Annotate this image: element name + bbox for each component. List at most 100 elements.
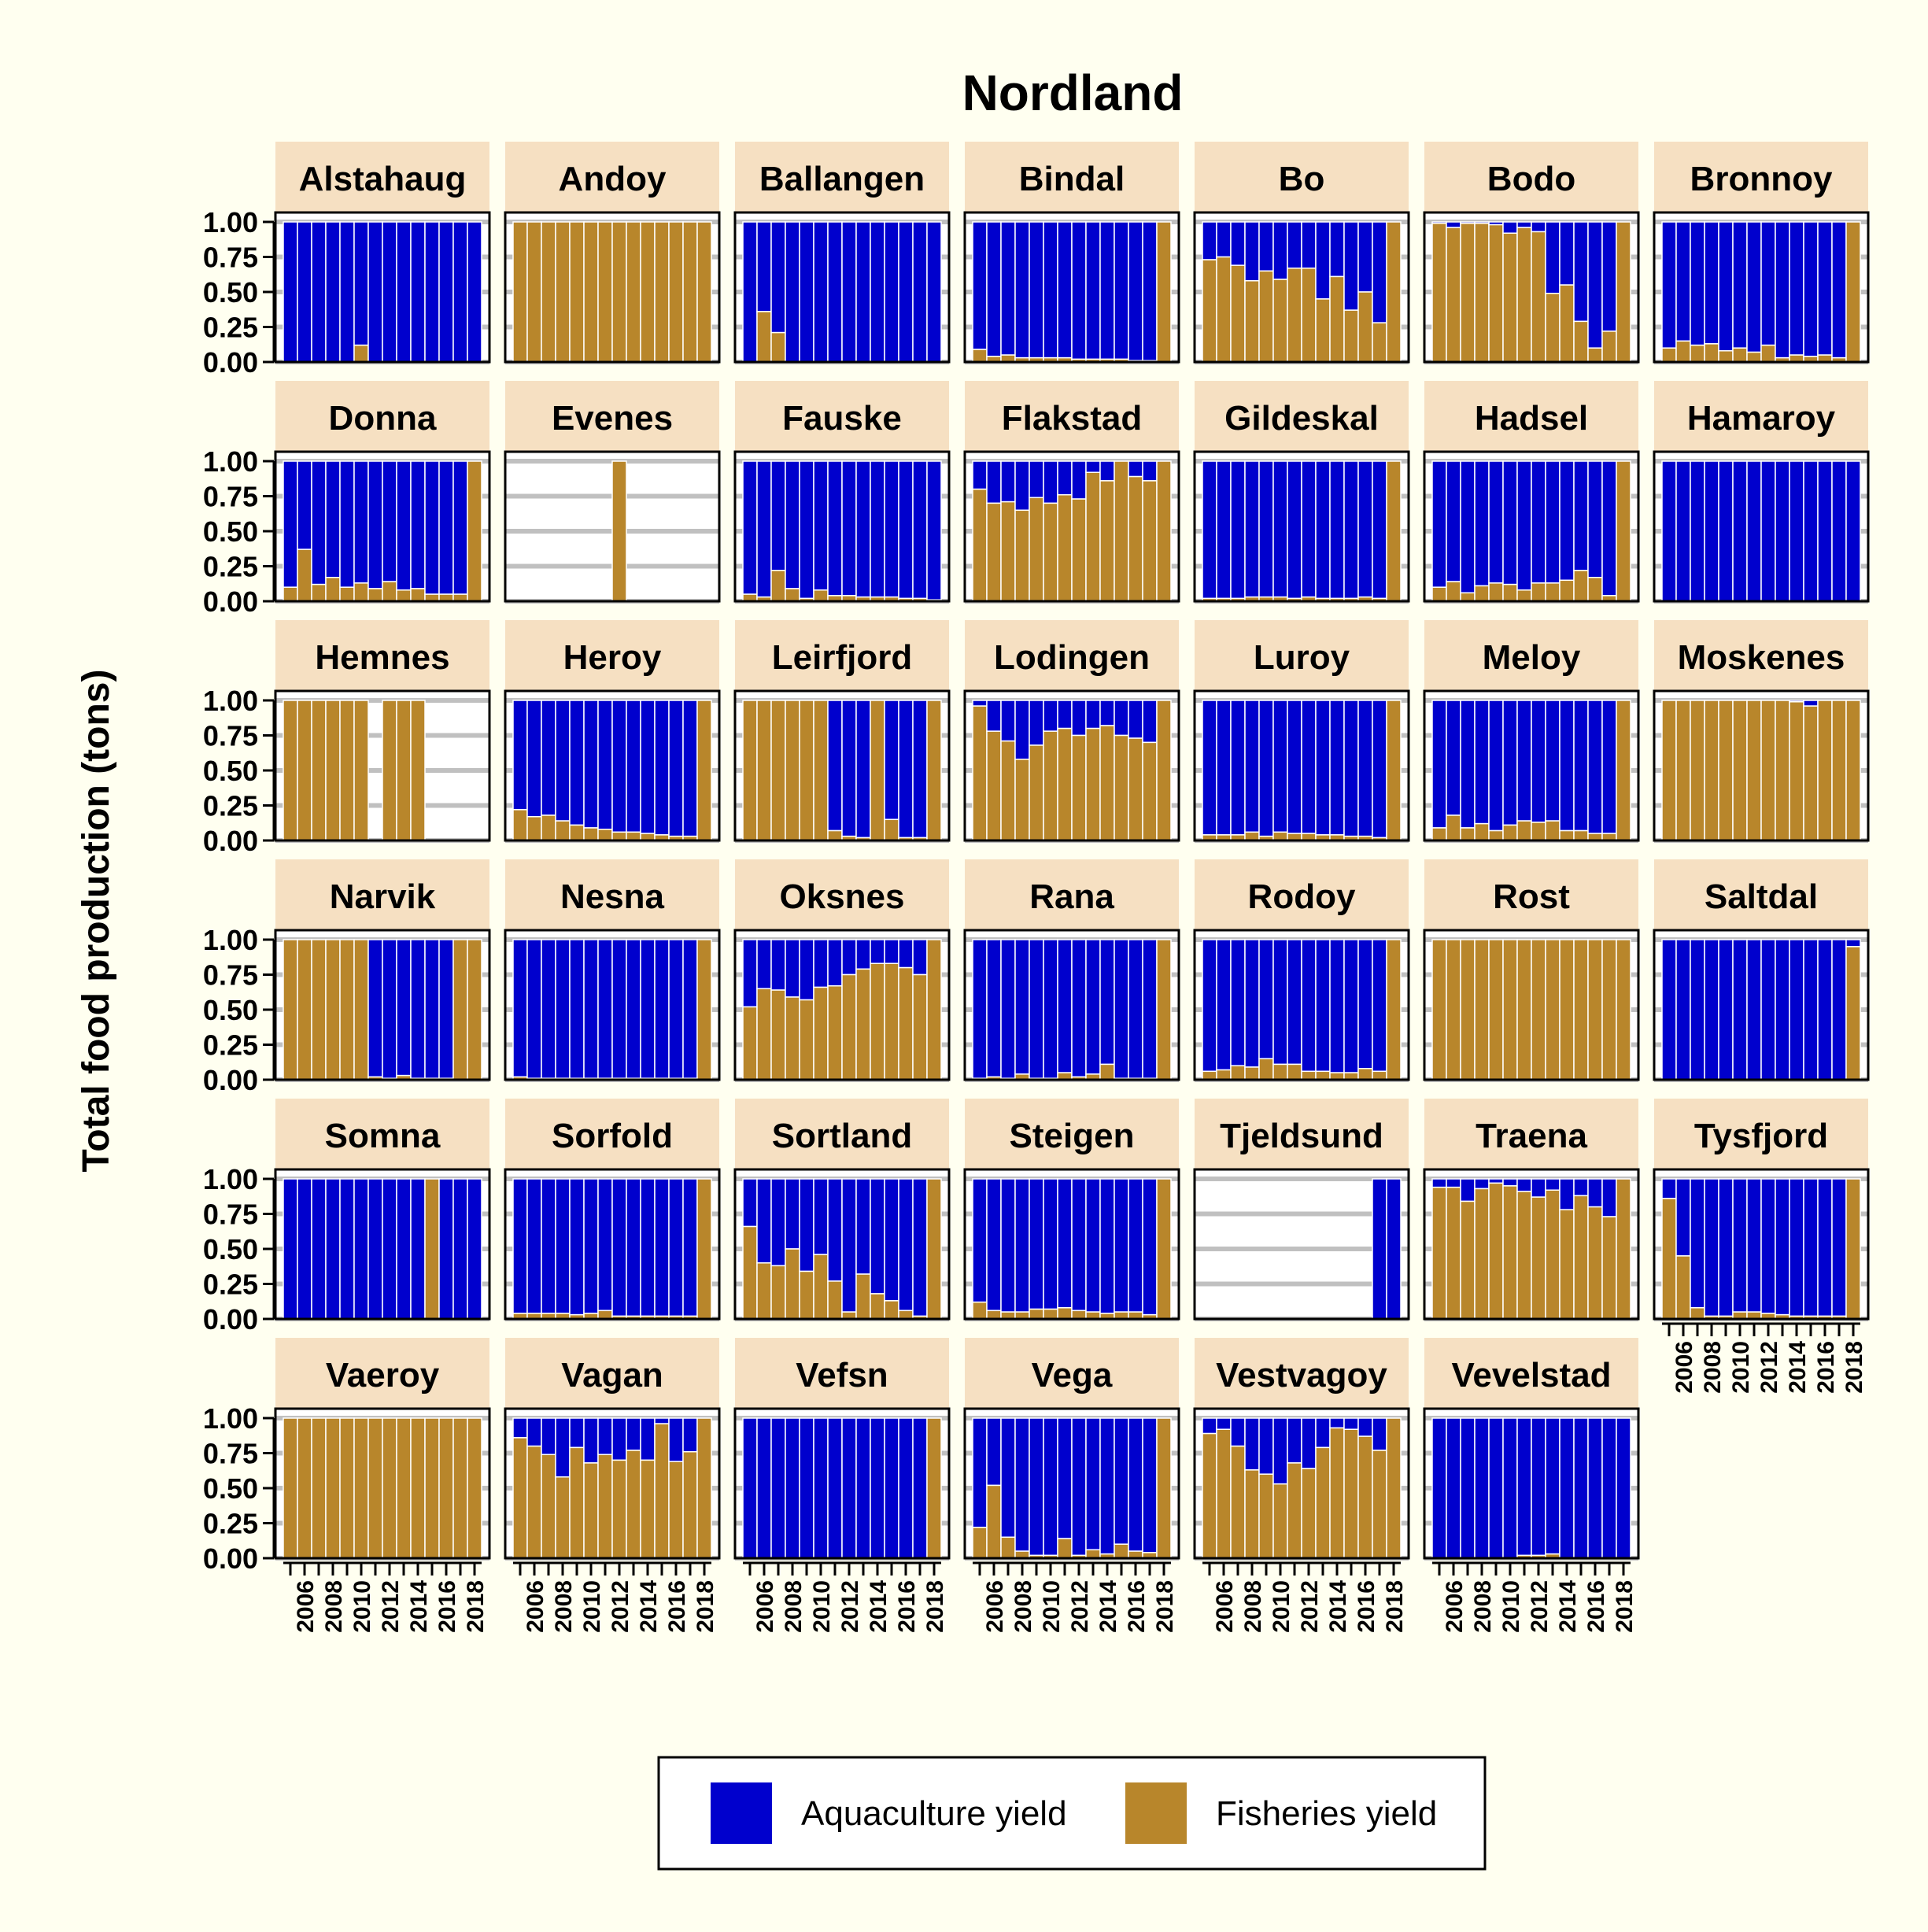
bar-fisheries-2016 <box>1587 576 1603 602</box>
bar-aquaculture-2005 <box>1431 460 1447 588</box>
bar-aquaculture-2010 <box>1043 1178 1058 1310</box>
bar-aquaculture-2009 <box>1029 700 1044 746</box>
panel-strip <box>1424 620 1638 691</box>
bar-aquaculture-2009 <box>1258 700 1274 837</box>
panel-frame <box>733 211 951 364</box>
bar-aquaculture-2006 <box>1216 1417 1232 1430</box>
bar-fisheries-2017 <box>682 221 698 363</box>
legend-label-fisheries: Fisheries yield <box>1216 1794 1437 1833</box>
bar-aquaculture-2012 <box>1071 460 1087 500</box>
bar-aquaculture-2017 <box>682 939 698 1079</box>
bar-aquaculture-2016 <box>898 460 914 600</box>
bar-fisheries-2017 <box>1601 939 1617 1081</box>
bar-fisheries-2015 <box>884 962 899 1081</box>
bar-fisheries-2007 <box>1460 939 1476 1081</box>
bar-aquaculture-2014 <box>1329 700 1345 836</box>
bar-aquaculture-2009 <box>799 1178 814 1273</box>
panel-frame <box>504 1168 721 1321</box>
bar-fisheries-2005 <box>1661 1198 1677 1320</box>
panel-strip <box>275 1338 489 1409</box>
bar-aquaculture-2008 <box>1704 221 1719 345</box>
bar-fisheries-2006 <box>1446 939 1461 1081</box>
y-axis: 0.000.25 0.500.75 1.00 <box>203 1163 275 1335</box>
bar-fisheries-2012 <box>1531 582 1546 602</box>
panel-title: Hemnes <box>315 638 449 677</box>
bar-fisheries-2005 <box>972 705 988 841</box>
x-tick-label: 2012 <box>378 1580 404 1633</box>
bar-aquaculture-2006 <box>1216 700 1232 836</box>
bar-aquaculture-2010 <box>1043 1417 1058 1557</box>
bar-aquaculture-2007 <box>1000 939 1016 1079</box>
bar-aquaculture-2016 <box>1587 221 1603 349</box>
bar-aquaculture-2014 <box>410 221 426 363</box>
bar-fisheries-2015 <box>884 1300 899 1320</box>
bar-fisheries-2007 <box>1460 1200 1476 1320</box>
bar-fisheries-2011 <box>597 1310 613 1320</box>
panel-frame <box>1193 1407 1410 1560</box>
bar-aquaculture-2012 <box>841 939 857 976</box>
bar-fisheries-2008 <box>785 588 800 602</box>
bar-fisheries-2006 <box>297 549 312 602</box>
panel-donna: Donna 0.000.250.500.751.00 <box>203 381 491 618</box>
bar-aquaculture-2009 <box>1488 460 1504 584</box>
panel-strip <box>1654 142 1868 212</box>
panel-frame <box>963 929 1180 1081</box>
bar-aquaculture-2017 <box>1601 1178 1617 1217</box>
bar-aquaculture-2007 <box>1230 221 1246 266</box>
bar-aquaculture-2006 <box>1446 700 1461 816</box>
panel-vestvagoy: Vestvagoy 2006 2008 2010 2012 2014 2016 2018 <box>1193 1338 1410 1633</box>
bar-aquaculture-2010 <box>1502 700 1518 826</box>
bar-fisheries-2014 <box>870 1293 885 1320</box>
bar-fisheries-2009 <box>1488 939 1504 1081</box>
bar-fisheries-2016 <box>1357 291 1373 363</box>
bar-fisheries-2014 <box>410 588 426 602</box>
bar-fisheries-2018 <box>1616 939 1631 1081</box>
bar-fisheries-2010 <box>1272 1483 1288 1559</box>
x-tick-label: 2012 <box>1756 1341 1782 1394</box>
bar-fisheries-2006 <box>756 311 772 363</box>
panel-title: Ballangen <box>759 160 925 198</box>
bar-fisheries-2018 <box>1616 1178 1631 1320</box>
panel-ballangen: Ballangen <box>733 142 951 364</box>
bar-fisheries-2012 <box>611 1459 627 1559</box>
panel-title: Meloy <box>1483 638 1581 677</box>
panel-frame <box>1193 211 1410 364</box>
x-tick-label: 2006 <box>1212 1580 1238 1633</box>
bar-fisheries-2018 <box>696 939 712 1081</box>
x-tick-label: 2010 <box>1728 1341 1754 1394</box>
panel-title: Fauske <box>782 399 902 438</box>
bar-aquaculture-2010 <box>1043 700 1058 732</box>
bar-aquaculture-2013 <box>626 1178 641 1317</box>
bar-fisheries-2015 <box>654 221 670 363</box>
bar-aquaculture-2017 <box>912 1178 928 1317</box>
bar-aquaculture-2013 <box>1545 460 1560 584</box>
bar-aquaculture-2018 <box>1616 1417 1631 1559</box>
bar-aquaculture-2015 <box>1573 1178 1589 1197</box>
bar-aquaculture-2008 <box>1704 460 1719 602</box>
bar-aquaculture-2010 <box>1272 460 1288 598</box>
bar-aquaculture-2015 <box>884 939 899 965</box>
bar-fisheries-2017 <box>682 1450 698 1559</box>
bar-fisheries-2018 <box>1156 1417 1172 1559</box>
x-tick-label: 2010 <box>579 1580 605 1633</box>
bar-aquaculture-2014 <box>1789 460 1804 602</box>
bar-aquaculture-2017 <box>1372 1417 1387 1451</box>
bar-fisheries-2011 <box>368 588 383 602</box>
bar-aquaculture-2013 <box>626 939 641 1079</box>
y-tick-label: 0.25 <box>203 1508 258 1540</box>
bar-fisheries-2016 <box>898 1310 914 1320</box>
bar-fisheries-2010 <box>813 589 829 602</box>
bar-fisheries-2006 <box>986 502 1002 602</box>
bar-fisheries-2009 <box>339 700 355 841</box>
bar-aquaculture-2012 <box>611 1178 627 1317</box>
bar-fisheries-2015 <box>1343 1428 1359 1559</box>
bar-aquaculture-2008 <box>325 460 341 578</box>
bar-fisheries-2005 <box>972 488 988 602</box>
bar-aquaculture-2005 <box>1431 1417 1447 1559</box>
panel-title: Tysfjord <box>1694 1117 1828 1155</box>
bar-aquaculture-2014 <box>640 700 656 834</box>
bar-aquaculture-2012 <box>841 1178 857 1313</box>
bar-aquaculture-2009 <box>1718 1178 1734 1317</box>
bar-aquaculture-2013 <box>1085 221 1101 360</box>
bar-fisheries-2018 <box>1386 460 1402 602</box>
